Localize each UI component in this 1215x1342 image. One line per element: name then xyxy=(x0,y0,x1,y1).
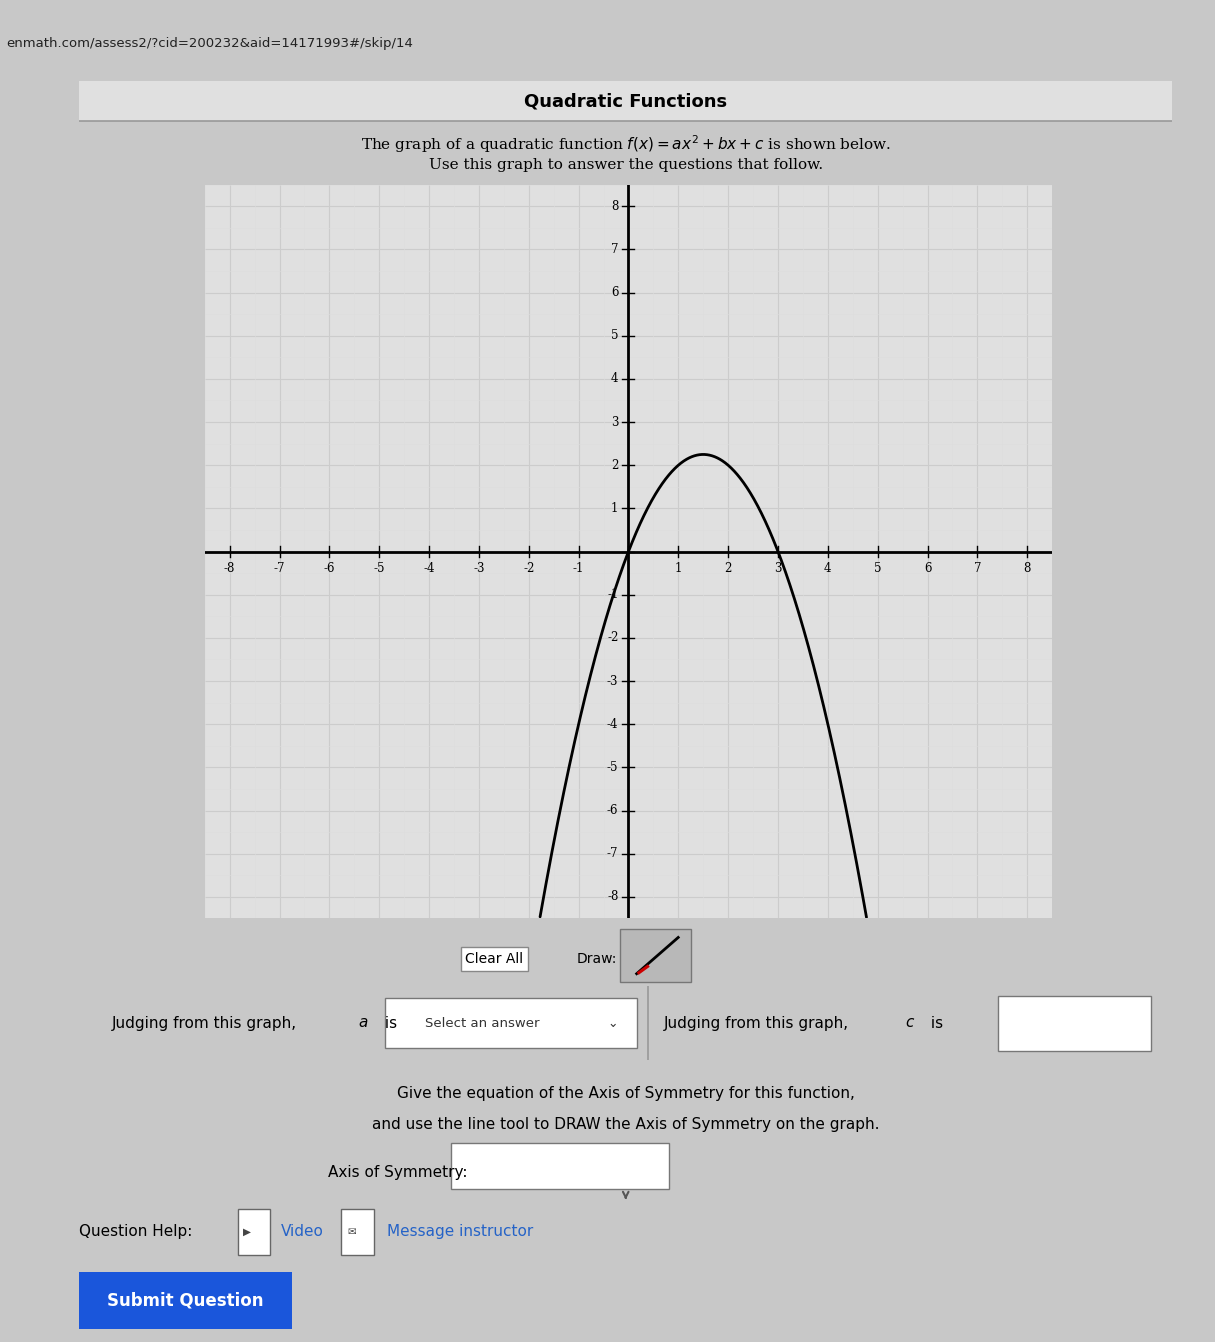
Text: enmath.com/assess2/?cid=200232&aid=14171993#/skip/14: enmath.com/assess2/?cid=200232&aid=14171… xyxy=(6,38,413,50)
Bar xyxy=(341,1209,374,1255)
Text: Submit Question: Submit Question xyxy=(107,1291,264,1310)
Text: -4: -4 xyxy=(608,718,618,730)
Text: Use this graph to answer the questions that follow.: Use this graph to answer the questions t… xyxy=(429,158,823,172)
Text: 3: 3 xyxy=(611,416,618,428)
Text: Axis of Symmetry:: Axis of Symmetry: xyxy=(328,1165,467,1181)
Text: Select an answer: Select an answer xyxy=(424,1017,539,1029)
Text: is: is xyxy=(380,1016,397,1031)
Text: 4: 4 xyxy=(611,373,618,385)
Text: Video: Video xyxy=(281,1224,324,1240)
Text: 3: 3 xyxy=(774,562,781,576)
Text: -7: -7 xyxy=(608,847,618,860)
Text: -1: -1 xyxy=(573,562,584,576)
Text: -6: -6 xyxy=(323,562,335,576)
FancyBboxPatch shape xyxy=(998,996,1151,1051)
Text: Judging from this graph,: Judging from this graph, xyxy=(663,1016,854,1031)
Text: 1: 1 xyxy=(611,502,618,515)
Text: 7: 7 xyxy=(611,243,618,256)
Text: -2: -2 xyxy=(608,631,618,644)
Text: Draw:: Draw: xyxy=(577,953,617,966)
Text: 8: 8 xyxy=(611,200,618,213)
Text: Judging from this graph,: Judging from this graph, xyxy=(112,1016,301,1031)
Text: 7: 7 xyxy=(973,562,982,576)
Text: Message instructor: Message instructor xyxy=(388,1224,533,1240)
FancyBboxPatch shape xyxy=(70,1270,300,1331)
Text: 8: 8 xyxy=(1023,562,1032,576)
Text: ⌄: ⌄ xyxy=(608,1017,617,1029)
Text: -5: -5 xyxy=(608,761,618,774)
Text: Give the equation of the Axis of Symmetry for this function,: Give the equation of the Axis of Symmetr… xyxy=(397,1086,854,1102)
Text: -7: -7 xyxy=(273,562,286,576)
Text: -2: -2 xyxy=(524,562,535,576)
Text: -6: -6 xyxy=(608,804,618,817)
Text: 5: 5 xyxy=(874,562,881,576)
Text: ✉: ✉ xyxy=(347,1227,356,1237)
Text: 2: 2 xyxy=(611,459,618,472)
Text: 6: 6 xyxy=(611,286,618,299)
FancyBboxPatch shape xyxy=(385,998,637,1048)
Text: -8: -8 xyxy=(608,890,618,903)
Text: -4: -4 xyxy=(423,562,435,576)
Text: 2: 2 xyxy=(724,562,731,576)
Text: Question Help:: Question Help: xyxy=(79,1224,192,1240)
Text: -5: -5 xyxy=(373,562,385,576)
Text: -1: -1 xyxy=(608,588,618,601)
Text: $c$: $c$ xyxy=(904,1016,915,1031)
Text: 4: 4 xyxy=(824,562,831,576)
Text: -3: -3 xyxy=(473,562,485,576)
Text: 1: 1 xyxy=(674,562,682,576)
Text: -3: -3 xyxy=(608,675,618,687)
Text: Quadratic Functions: Quadratic Functions xyxy=(524,93,728,110)
Text: ▶: ▶ xyxy=(243,1227,252,1237)
Text: 6: 6 xyxy=(923,562,932,576)
FancyBboxPatch shape xyxy=(451,1143,669,1189)
Text: -8: -8 xyxy=(224,562,236,576)
Text: and use the line tool to DRAW the Axis of Symmetry on the graph.: and use the line tool to DRAW the Axis o… xyxy=(372,1117,880,1133)
FancyBboxPatch shape xyxy=(621,929,691,982)
Text: Clear All: Clear All xyxy=(465,953,524,966)
Text: $a$: $a$ xyxy=(358,1016,368,1031)
Text: The graph of a quadratic function $f(x) = ax^2 + bx + c$ is shown below.: The graph of a quadratic function $f(x) … xyxy=(361,133,891,154)
Text: 5: 5 xyxy=(611,329,618,342)
Bar xyxy=(237,1209,270,1255)
Bar xyxy=(79,81,1172,121)
Text: is: is xyxy=(926,1016,944,1031)
